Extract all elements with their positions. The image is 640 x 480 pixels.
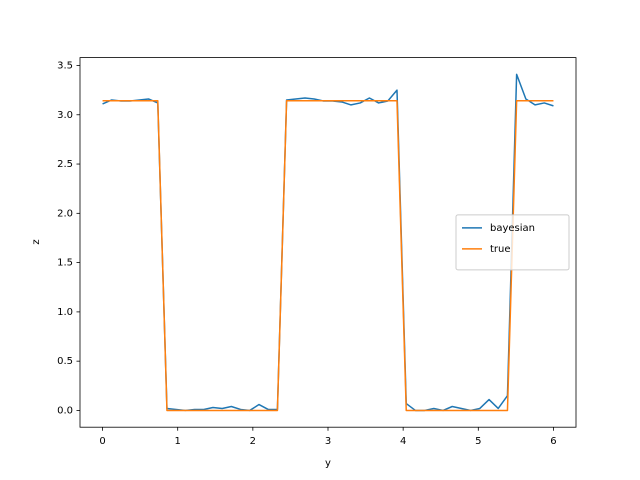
x-tick-label: 3 xyxy=(325,436,331,447)
y-tick-label: 3.5 xyxy=(57,60,73,71)
x-tick-label: 2 xyxy=(250,436,256,447)
y-tick-label: 2.0 xyxy=(57,208,73,219)
x-tick-label: 1 xyxy=(175,436,181,447)
y-tick-label: 0.0 xyxy=(57,405,73,416)
legend: bayesian true xyxy=(455,214,570,271)
legend-label: bayesian xyxy=(490,223,535,234)
x-axis-label: y xyxy=(325,458,331,469)
x-tick-label: 6 xyxy=(550,436,556,447)
y-axis-label: z xyxy=(31,239,42,244)
x-tick-label: 5 xyxy=(475,436,481,447)
y-tick-label: 1.0 xyxy=(57,307,73,318)
x-tick-label: 4 xyxy=(400,436,406,447)
y-tick-label: 3.0 xyxy=(57,110,73,121)
legend-box xyxy=(455,214,570,271)
plot-frame xyxy=(79,57,577,428)
x-tick-label: 0 xyxy=(99,436,105,447)
y-tick-label: 1.5 xyxy=(57,258,73,269)
y-tick-label: 2.5 xyxy=(57,159,73,170)
line-series xyxy=(102,100,554,412)
y-tick-label: 0.5 xyxy=(57,356,73,367)
legend-label: true xyxy=(490,244,511,255)
